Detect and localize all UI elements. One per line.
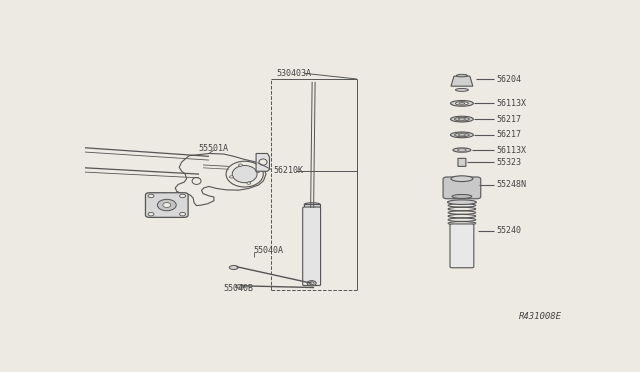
Ellipse shape: [247, 182, 251, 184]
Polygon shape: [256, 154, 269, 171]
Text: R431008E: R431008E: [519, 312, 562, 321]
Text: 55248N: 55248N: [497, 180, 527, 189]
FancyBboxPatch shape: [145, 193, 188, 217]
Text: 56113X: 56113X: [497, 99, 527, 108]
Ellipse shape: [456, 89, 468, 92]
Ellipse shape: [451, 132, 474, 138]
FancyBboxPatch shape: [443, 177, 481, 199]
Ellipse shape: [229, 176, 234, 178]
Ellipse shape: [451, 100, 474, 106]
Text: 55040A: 55040A: [253, 246, 284, 255]
FancyBboxPatch shape: [450, 224, 474, 268]
Ellipse shape: [180, 212, 186, 216]
Ellipse shape: [304, 203, 320, 206]
Text: 56113X: 56113X: [497, 145, 527, 154]
Ellipse shape: [163, 203, 171, 208]
Ellipse shape: [452, 195, 472, 198]
Text: 55240: 55240: [497, 226, 522, 235]
Ellipse shape: [456, 102, 468, 105]
Ellipse shape: [456, 74, 467, 77]
Text: 56204: 56204: [497, 74, 522, 83]
Ellipse shape: [226, 161, 263, 187]
Ellipse shape: [232, 166, 257, 183]
Text: 56217: 56217: [497, 115, 522, 124]
Ellipse shape: [239, 164, 243, 166]
FancyBboxPatch shape: [458, 158, 466, 166]
Ellipse shape: [256, 170, 260, 173]
Ellipse shape: [447, 200, 476, 205]
Ellipse shape: [454, 133, 469, 137]
Ellipse shape: [192, 177, 201, 185]
Text: 56217: 56217: [497, 130, 522, 140]
Text: 530403A: 530403A: [276, 69, 311, 78]
Ellipse shape: [459, 103, 465, 104]
Text: 56210K: 56210K: [273, 166, 303, 175]
Ellipse shape: [148, 194, 154, 198]
Ellipse shape: [451, 116, 474, 122]
Text: 55040B: 55040B: [224, 284, 254, 293]
Ellipse shape: [451, 176, 473, 182]
Ellipse shape: [458, 118, 465, 120]
Ellipse shape: [307, 280, 316, 286]
Ellipse shape: [180, 194, 186, 198]
Ellipse shape: [304, 208, 320, 211]
Polygon shape: [175, 154, 266, 206]
Ellipse shape: [309, 282, 314, 285]
Ellipse shape: [458, 134, 465, 136]
FancyBboxPatch shape: [303, 207, 321, 286]
Ellipse shape: [453, 148, 471, 152]
Text: 55323: 55323: [497, 158, 522, 167]
Ellipse shape: [229, 266, 238, 269]
Ellipse shape: [148, 212, 154, 216]
FancyBboxPatch shape: [304, 203, 320, 209]
Ellipse shape: [458, 149, 467, 151]
Polygon shape: [451, 76, 473, 86]
Ellipse shape: [157, 199, 176, 211]
Ellipse shape: [454, 117, 469, 121]
Ellipse shape: [259, 159, 267, 165]
Ellipse shape: [236, 285, 244, 288]
Text: 55501A: 55501A: [198, 144, 228, 153]
